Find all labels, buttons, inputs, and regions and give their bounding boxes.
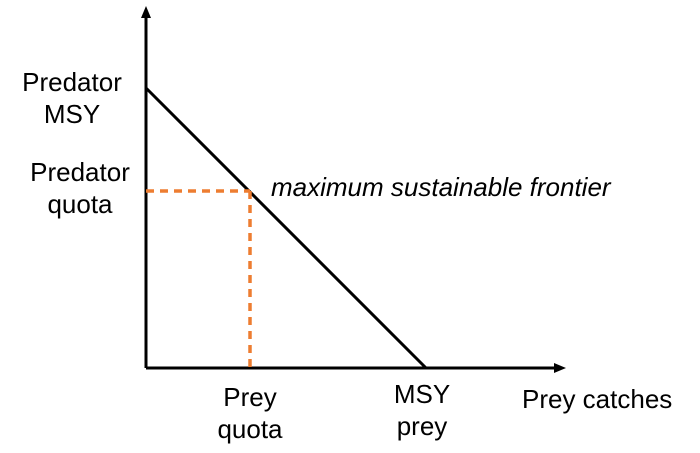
predator-msy-label: Predator MSY [22, 67, 122, 129]
prey-quota-label: Prey quota [217, 382, 283, 444]
x-axis-arrowhead [554, 363, 566, 373]
msy-prey-label: MSY prey [393, 379, 451, 441]
y-axis-arrowhead [141, 6, 151, 18]
frontier-line [144, 86, 428, 370]
frontier-label: maximum sustainable frontier [271, 172, 611, 202]
x-axis-label: Prey catches [522, 384, 673, 414]
predator-quota-label: Predator quota [30, 157, 130, 219]
